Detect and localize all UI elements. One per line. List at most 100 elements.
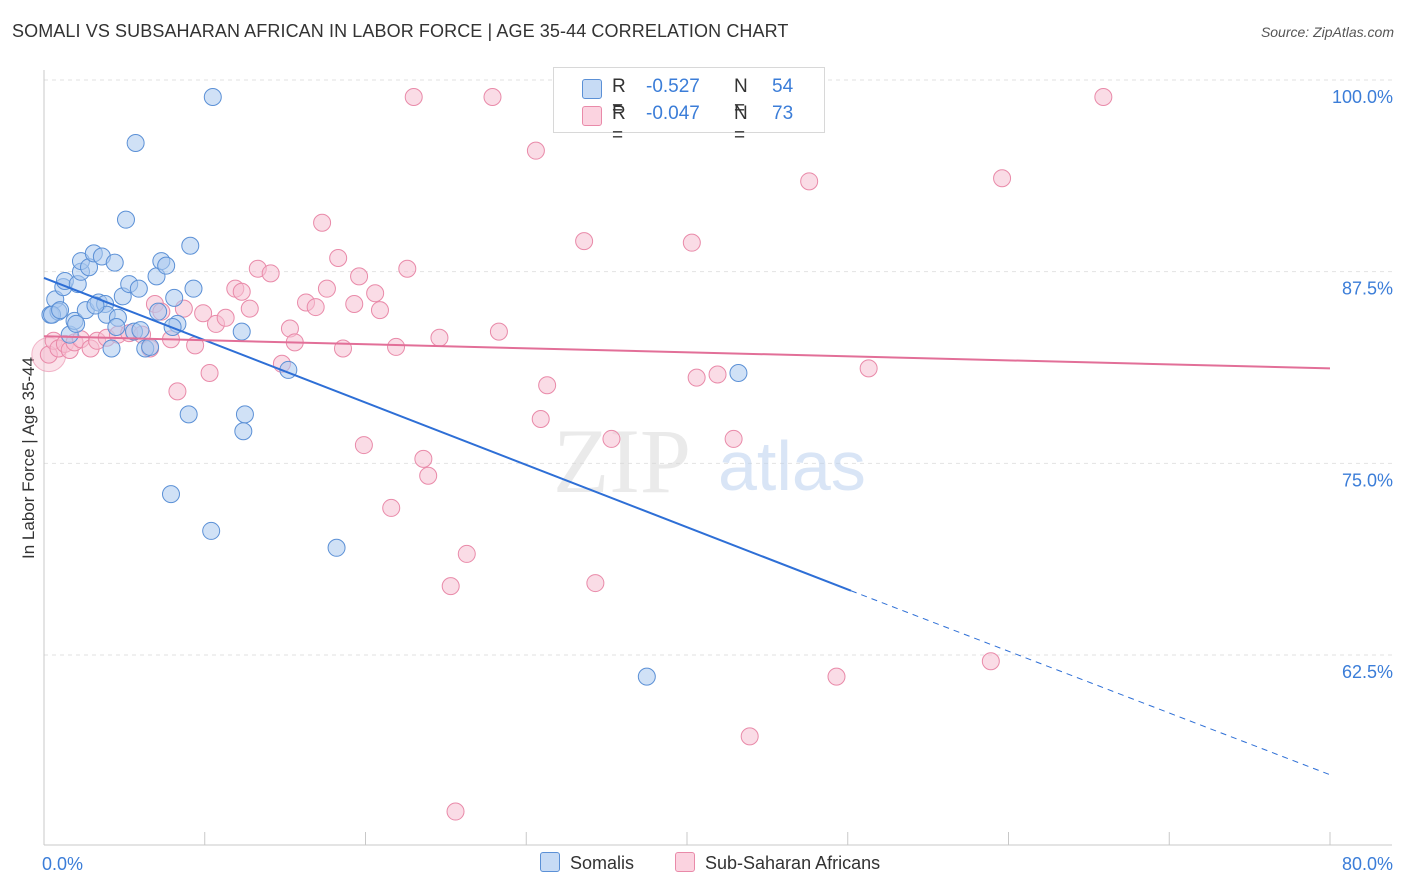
- series-somalis-points: [41, 88, 748, 686]
- scatter-point: [240, 299, 259, 318]
- watermark-atlas: atlas: [718, 427, 866, 505]
- y-tick-label: 62.5%: [1342, 662, 1393, 682]
- scatter-point: [261, 264, 280, 283]
- scatter-point: [161, 485, 180, 504]
- scatter-point: [586, 574, 605, 593]
- scatter-point: [313, 213, 332, 232]
- scatter-point: [179, 405, 198, 424]
- scatter-point: [306, 298, 325, 317]
- chart-title: SOMALI VS SUBSAHARAN AFRICAN IN LABOR FO…: [12, 21, 789, 41]
- scatter-point: [370, 301, 389, 320]
- scatter-point: [682, 233, 701, 252]
- legend-label-subsaharan: Sub-Saharan Africans: [705, 853, 881, 873]
- legend-label-somalis: Somalis: [570, 853, 635, 873]
- scatter-point: [126, 134, 145, 152]
- scatter-point: [116, 210, 135, 229]
- scatter-point: [387, 337, 406, 356]
- scatter-point: [67, 314, 86, 333]
- scatter-point: [687, 368, 706, 387]
- scatter-point: [531, 410, 550, 428]
- scatter-point: [329, 249, 348, 267]
- legend-n-value: 54: [772, 76, 794, 97]
- y-tick-labels: 100.0% 87.5% 75.0% 62.5%: [1332, 87, 1393, 682]
- scatter-point: [181, 236, 200, 255]
- scatter-point: [194, 304, 213, 323]
- scatter-point: [729, 364, 748, 382]
- scatter-point: [102, 339, 121, 358]
- scatter-point: [526, 141, 545, 160]
- legend-item-subsaharan: Sub-Saharan Africans: [675, 852, 880, 874]
- scatter-point: [724, 429, 743, 448]
- source-label: Source: ZipAtlas.com: [1260, 24, 1394, 40]
- scatter-point: [200, 364, 219, 382]
- scatter-point: [398, 259, 417, 278]
- axes: [43, 70, 1392, 846]
- scatter-point: [141, 337, 160, 356]
- scatter-point: [184, 279, 203, 298]
- scatter-point: [382, 498, 401, 517]
- scatter-point: [446, 802, 465, 821]
- legend-item-somalis: Somalis: [540, 852, 634, 874]
- legend-n-value: 73: [772, 103, 794, 124]
- legend-r-label: R =: [612, 76, 626, 119]
- scatter-point: [350, 267, 369, 286]
- scatter-point: [414, 449, 433, 468]
- scatter-point: [404, 88, 423, 106]
- scatter-point: [430, 328, 449, 347]
- legend-r-value: -0.527: [646, 76, 700, 97]
- legend-n-label: N =: [734, 76, 748, 119]
- scatter-point: [157, 256, 176, 275]
- scatter-point: [234, 422, 253, 441]
- scatter-point: [575, 232, 594, 251]
- legend-swatch-subsaharan: [582, 106, 602, 126]
- scatter-point: [317, 279, 336, 298]
- scatter-point: [859, 359, 878, 378]
- trend-lines: [43, 277, 1331, 776]
- scatter-point: [457, 544, 476, 563]
- scatter-point: [740, 727, 759, 746]
- scatter-point: [168, 382, 187, 401]
- scatter-point: [216, 308, 235, 327]
- x-tick-labels: 0.0% 80.0%: [42, 854, 1393, 874]
- y-axis-label: In Labor Force | Age 35-44: [19, 357, 38, 559]
- scatter-point: [51, 301, 70, 320]
- scatter-point: [105, 253, 124, 272]
- legend-r-value: -0.047: [646, 103, 700, 124]
- scatter-point: [129, 279, 148, 298]
- scatter-point: [327, 538, 346, 557]
- scatter-point: [1094, 88, 1113, 106]
- scatter-point: [107, 318, 126, 336]
- scatter-point: [149, 302, 168, 321]
- scatter-point: [366, 284, 385, 303]
- scatter-point: [202, 521, 221, 540]
- scatter-point: [203, 88, 222, 106]
- scatter-point: [419, 466, 438, 485]
- scatter-point: [483, 88, 502, 106]
- trend-line-somalis: [43, 277, 852, 592]
- scatter-point: [333, 339, 352, 358]
- legend-n-label: N =: [734, 103, 748, 146]
- scatter-point: [441, 577, 460, 596]
- scatter-point: [235, 405, 254, 424]
- scatter-point: [602, 429, 621, 448]
- scatter-point: [232, 322, 251, 341]
- scatter-point: [165, 288, 184, 307]
- trend-line-subsaharan: [43, 335, 1331, 370]
- watermark-zip: ZIP: [553, 410, 691, 512]
- legend-swatch-subsaharan: [675, 852, 695, 872]
- scatter-point: [131, 321, 150, 340]
- trend-line-somalis-extrapolated: [850, 590, 1331, 776]
- stats-legend: R = -0.527 N = 54 R = -0.047 N = 73: [553, 67, 825, 146]
- legend-r-label: R =: [612, 103, 626, 146]
- scatter-point: [708, 365, 727, 384]
- y-tick-label: 87.5%: [1342, 279, 1393, 299]
- scatter-point: [489, 322, 508, 341]
- y-tick-label: 75.0%: [1342, 470, 1393, 490]
- scatter-point: [827, 667, 846, 686]
- scatter-point: [637, 667, 656, 686]
- scatter-point: [354, 436, 373, 455]
- x-tick-label: 80.0%: [1342, 854, 1393, 874]
- scatter-point: [345, 295, 364, 313]
- scatter-point: [981, 652, 1000, 671]
